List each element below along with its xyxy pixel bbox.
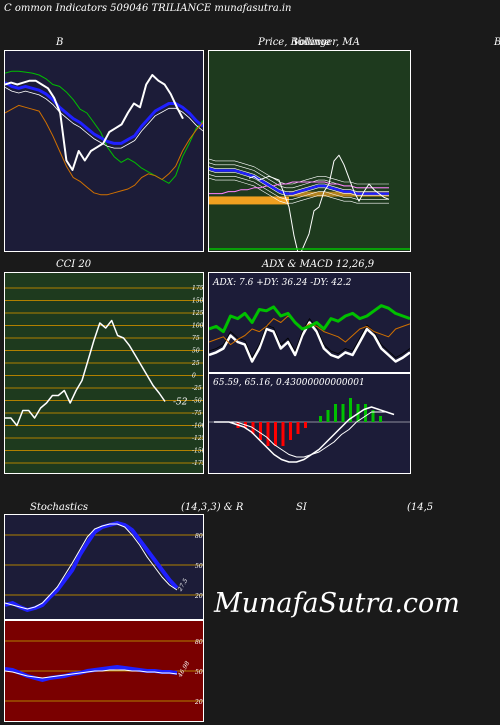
cci-value-label: -52 <box>173 398 188 408</box>
volume-band <box>209 196 289 205</box>
adx-orange-line <box>209 315 410 346</box>
cci-chart: 175 150 125 100 75 50 25 0 -25 -50 -75 -100 -125 -150… <box>5 285 203 467</box>
adx-panel: ADX: 7.6 +DY: 36.24 -DY: 42.2 <box>208 272 411 373</box>
pink-ma-line <box>209 181 389 195</box>
macd-histogram-bar <box>274 422 277 446</box>
watermark: MunafaSutra.com <box>214 588 460 619</box>
williams-chart: 80 50 20 46.98 <box>5 639 203 706</box>
adx-readout: ADX: 7.6 +DY: 36.24 -DY: 42.2 <box>212 278 352 288</box>
cci-panel: 175 150 125 100 75 50 25 0 -25 -50 -75 -100 -125 -150… <box>4 272 204 474</box>
williams-panel: 80 50 20 46.98 <box>4 620 204 722</box>
bb-title: B <box>56 37 64 48</box>
bb-middle-edge-line <box>5 86 203 149</box>
bollinger-chart <box>5 70 203 196</box>
will-white-line <box>5 669 178 679</box>
cci-tick-label: -100 <box>192 423 203 430</box>
ma-line-5 <box>209 177 389 204</box>
price-line <box>248 154 390 251</box>
stochastics-title: Stochastics <box>30 502 88 513</box>
cci-tick-label: -125 <box>192 435 203 442</box>
adx-white-edge <box>209 318 410 358</box>
will-value-label: 46.98 <box>176 660 191 679</box>
cci-tick-label: 0 <box>192 373 196 380</box>
macd-signal-line <box>214 411 395 458</box>
macd-histogram-bar <box>364 404 367 422</box>
cci-tick-label: 125 <box>192 310 203 317</box>
cci-tick-label: 175 <box>192 285 203 292</box>
stoch-value-label: 27.5 <box>176 577 189 593</box>
bb-middle-line <box>5 81 203 145</box>
stochastics-panel: 80 50 20 27.5 <box>4 514 204 620</box>
cci-tick-label: 50 <box>192 348 200 355</box>
macd-histogram-bar <box>259 422 262 440</box>
volume-band-2 <box>289 191 389 197</box>
cci-tick-label: -25 <box>192 385 202 392</box>
price-title: Price, Bollinger, MA <box>258 37 360 48</box>
cci-tick-label: -75 <box>192 410 202 417</box>
cci-tick-label: 150 <box>192 298 203 305</box>
cci-tick-label: -50 <box>192 398 202 405</box>
bb-price-line <box>5 74 184 171</box>
stoch-tick-label: 80 <box>195 533 203 540</box>
macd-histogram-bar <box>334 404 337 422</box>
stochastics-chart: 80 50 20 27.5 <box>5 521 203 612</box>
macd-histogram-bar <box>304 422 307 428</box>
stoch-tick-label: 50 <box>195 563 203 570</box>
macd-histogram-bar <box>349 398 352 422</box>
stoch-tick-label: 20 <box>194 593 203 600</box>
adx-green-line <box>209 304 410 334</box>
cci-title: CCI 20 <box>56 259 92 270</box>
will-tick-label: 20 <box>194 699 203 706</box>
bb-lower-line <box>5 104 203 196</box>
macd-histogram-bar <box>371 410 375 422</box>
cci-tick-label: 25 <box>191 360 200 367</box>
price-panel <box>208 50 411 252</box>
macd-histogram-bar <box>341 404 345 422</box>
ma-line-4 <box>209 174 389 200</box>
ma-line-2 <box>209 166 389 192</box>
bollinger-panel <box>4 50 204 252</box>
macd-line <box>214 406 395 463</box>
cci-tick-label: -175 <box>192 460 203 467</box>
stoch-k-line <box>5 521 179 612</box>
cci-tick-label: -150 <box>192 448 203 455</box>
cci-tick-label: 100 <box>192 323 203 330</box>
macd-chart: 65.59, 65.16, 0.43000000000001 <box>209 378 410 463</box>
rsi-params: (14,5 <box>407 502 434 513</box>
macd-histogram-bar <box>326 410 330 422</box>
price-title-overlap: Volume <box>293 37 331 48</box>
macd-histogram-bar <box>296 422 300 434</box>
stochastics-params: (14,3,3) & R <box>181 502 244 513</box>
cci-tick-label: 75 <box>192 335 200 342</box>
top-right-title: B <box>494 37 500 48</box>
will-tick-label: 80 <box>195 639 203 646</box>
will-tick-label: 50 <box>195 669 203 676</box>
price-chart <box>209 154 410 251</box>
ma-line-3 <box>209 170 389 196</box>
macd-histogram-bar <box>379 416 382 422</box>
macd-histogram-bar <box>289 422 292 440</box>
stoch-d-line <box>5 523 178 610</box>
macd-histogram-bar <box>281 422 285 446</box>
macd-panel: 65.59, 65.16, 0.43000000000001 <box>208 373 411 474</box>
macd-histogram-bar <box>266 422 270 446</box>
adx-chart: ADX: 7.6 +DY: 36.24 -DY: 42.2 <box>209 278 410 363</box>
rsi-title: SI <box>296 502 307 513</box>
adx-white-line <box>209 321 410 363</box>
macd-readout: 65.59, 65.16, 0.43000000000001 <box>213 378 365 388</box>
adx-macd-title: ADX & MACD 12,26,9 <box>262 259 375 270</box>
page-title: C ommon Indicators 509046 TRILIANCE muna… <box>4 3 292 14</box>
cci-line <box>5 319 166 427</box>
macd-histogram-bar <box>319 416 322 422</box>
bollinger-mid-line <box>209 167 389 195</box>
will-blue-line <box>5 665 178 682</box>
